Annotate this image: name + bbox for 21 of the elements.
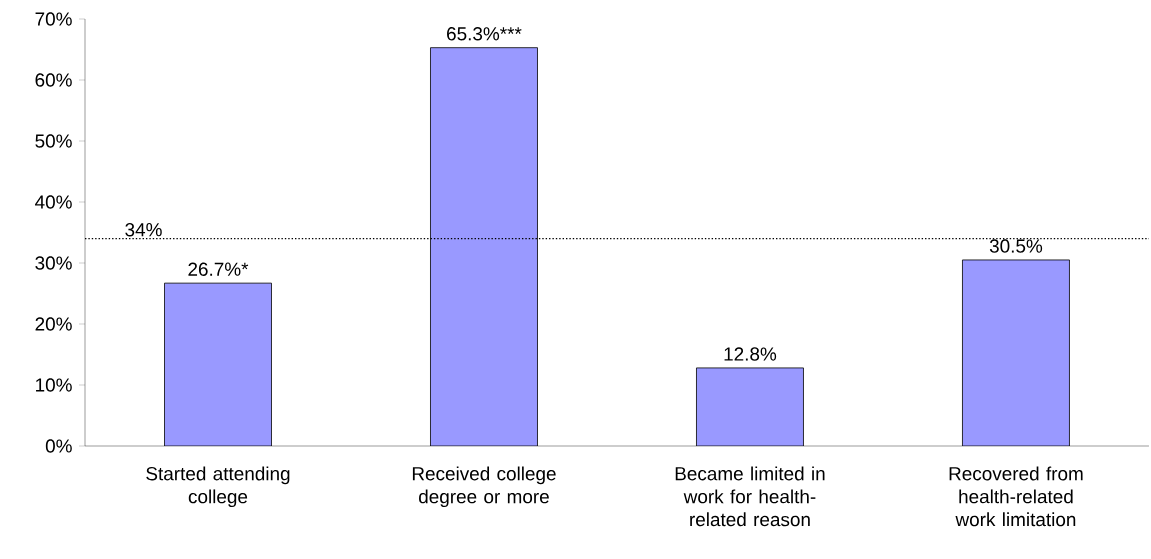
y-tick-label: 60% bbox=[35, 73, 72, 87]
bar bbox=[962, 259, 1070, 446]
y-tick-label: 10% bbox=[36, 378, 72, 392]
x-tick-label: Became limited in work for health-related reason bbox=[675, 466, 825, 527]
y-tick-label: 50% bbox=[35, 134, 72, 148]
bar bbox=[164, 282, 272, 446]
data-label: 26.7%* bbox=[188, 262, 249, 276]
y-tick-label: 70% bbox=[35, 12, 72, 26]
ref-line-label: 34% bbox=[125, 223, 162, 237]
bar bbox=[430, 47, 538, 446]
y-tick-label: 20% bbox=[35, 317, 72, 331]
x-tick-label: Recovered from health-related work limitation bbox=[949, 466, 1083, 527]
data-label: 30.5% bbox=[989, 239, 1043, 253]
x-tick-label: Started attending college bbox=[146, 466, 290, 508]
data-label: 65.3%*** bbox=[447, 27, 522, 41]
x-tick-label: Received college degree or more bbox=[412, 466, 556, 508]
y-tick-label: 0% bbox=[45, 439, 72, 453]
data-label: 12.8% bbox=[724, 347, 777, 361]
bar bbox=[696, 367, 804, 446]
y-tick-label: 40% bbox=[35, 195, 72, 209]
y-tick-label: 30% bbox=[35, 256, 72, 270]
